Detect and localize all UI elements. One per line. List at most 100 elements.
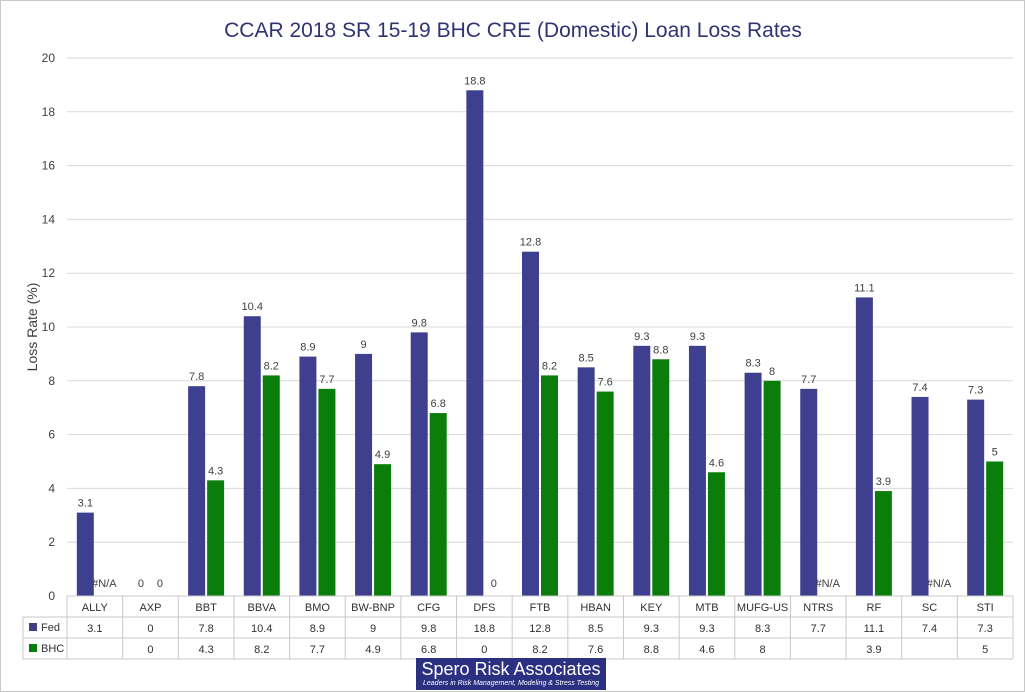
y-tick-label: 4: [48, 481, 55, 495]
bar-bhc: [763, 380, 781, 596]
table-cell-fed: 9.3: [644, 623, 659, 635]
table-cell-bhc: 0: [147, 644, 153, 656]
y-tick-label: 2: [48, 535, 55, 549]
table-cell-fed: 3.1: [87, 623, 102, 635]
table-cell-bhc: 0: [481, 644, 487, 656]
data-label-bhc: 5: [992, 447, 998, 459]
chart-title: CCAR 2018 SR 15-19 BHC CRE (Domestic) Lo…: [224, 19, 802, 42]
bar-fed: [800, 388, 818, 596]
data-label-bhc: #N/A: [927, 578, 952, 590]
bar-fed: [188, 386, 206, 596]
data-label-fed: 7.4: [912, 382, 927, 394]
data-label-fed: 7.3: [968, 385, 983, 397]
x-tick-label: BBVA: [247, 602, 276, 614]
bar-bhc: [874, 491, 892, 596]
data-label-bhc: 7.7: [319, 374, 334, 386]
bar-fed: [967, 399, 985, 596]
x-tick-label: SC: [922, 602, 937, 614]
table-cell-bhc: 5: [982, 644, 988, 656]
data-label-bhc: 7.6: [597, 377, 612, 389]
x-tick-label: BMO: [305, 602, 331, 614]
data-label-fed: 11.1: [854, 282, 875, 294]
data-label-fed: 12.8: [520, 237, 541, 249]
logo-tagline: Leaders in Risk Management, Modeling & S…: [423, 680, 599, 687]
x-tick-label: KEY: [640, 602, 663, 614]
x-tick-label: STI: [977, 602, 994, 614]
bar-bhc: [652, 359, 670, 596]
table-cell-fed: 9: [370, 623, 376, 635]
table-cell-fed: 8.9: [310, 623, 325, 635]
table-cell-bhc: 8.8: [644, 644, 659, 656]
y-tick-label: 20: [42, 51, 56, 65]
data-label-bhc: 8: [769, 366, 775, 378]
table-cell-fed: 10.4: [251, 623, 272, 635]
legend-label-fed: Fed: [41, 622, 60, 634]
table-cell-fed: 7.8: [198, 623, 213, 635]
table-cell-bhc: 7.7: [310, 644, 325, 656]
bar-fed: [76, 512, 94, 596]
data-label-bhc: #N/A: [816, 578, 841, 590]
data-label-fed: 8.3: [745, 358, 760, 370]
bar-bhc: [596, 391, 614, 596]
data-label-bhc: 8.2: [264, 360, 279, 372]
data-label-bhc: 4.3: [208, 465, 223, 477]
bar-bhc: [707, 472, 725, 596]
y-axis-label: Loss Rate (%): [24, 283, 40, 372]
table-cell-fed: 18.8: [474, 623, 495, 635]
data-label-bhc: 8.8: [653, 344, 668, 356]
x-tick-label: DFS: [473, 602, 495, 614]
table-cell-fed: 7.7: [811, 623, 826, 635]
bar-fed: [355, 353, 373, 596]
bar-bhc: [541, 375, 558, 596]
table-cell-bhc: 6.8: [421, 644, 436, 656]
data-label-fed: 7.8: [189, 371, 204, 383]
y-tick-label: 0: [48, 589, 55, 603]
x-tick-label: HBAN: [580, 602, 611, 614]
bar-fed: [466, 90, 484, 596]
table-cell-fed: 7.4: [922, 623, 937, 635]
data-label-bhc: 3.9: [876, 476, 891, 488]
x-tick-label: AXP: [139, 602, 161, 614]
x-tick-label: BW-BNP: [351, 602, 395, 614]
bar-fed: [855, 297, 873, 596]
data-label-fed: 10.4: [242, 301, 263, 313]
table-cell-bhc: 8.2: [254, 644, 269, 656]
data-label-fed: 0: [138, 578, 144, 590]
bar-fed: [688, 345, 706, 596]
y-tick-label: 12: [42, 266, 56, 280]
y-tick-label: 10: [42, 320, 56, 334]
table-cell-fed: 8.5: [588, 623, 603, 635]
data-label-bhc: 8.2: [542, 360, 557, 372]
x-tick-label: CFG: [417, 602, 440, 614]
bar-fed: [577, 367, 595, 596]
data-label-bhc: 4.6: [709, 457, 724, 469]
legend-label-bhc: BHC: [41, 643, 64, 655]
table-cell-bhc: 4.9: [365, 644, 380, 656]
table-cell-fed: 11.1: [864, 623, 885, 635]
bar-fed: [911, 396, 929, 596]
table-cell-bhc: 8: [760, 644, 766, 656]
table-cell-bhc: 8.2: [532, 644, 547, 656]
table-cell-fed: 8.3: [755, 623, 770, 635]
legend-swatch-fed: [29, 623, 37, 631]
bar-fed: [243, 316, 261, 596]
x-tick-label: MUFG-US: [737, 602, 788, 614]
table-cell-bhc: 4.3: [198, 644, 213, 656]
y-tick-label: 14: [42, 212, 56, 226]
table-cell-bhc: 7.6: [588, 644, 603, 656]
data-label-bhc: 0: [491, 578, 497, 590]
table-cell-bhc: 4.6: [699, 644, 714, 656]
bar-bhc: [318, 388, 336, 596]
bar-fed: [410, 332, 428, 596]
x-tick-label: NTRS: [803, 602, 833, 614]
data-label-fed: 9.8: [412, 317, 427, 329]
bar-bhc: [262, 375, 280, 596]
data-label-bhc: 0: [157, 578, 163, 590]
table-cell-bhc: 3.9: [866, 644, 881, 656]
x-tick-label: BBT: [195, 602, 217, 614]
data-label-fed: 9: [360, 339, 366, 351]
data-label-fed: 8.5: [578, 352, 593, 364]
bar-bhc: [207, 480, 225, 596]
table-cell-fed: 9.8: [421, 623, 436, 635]
